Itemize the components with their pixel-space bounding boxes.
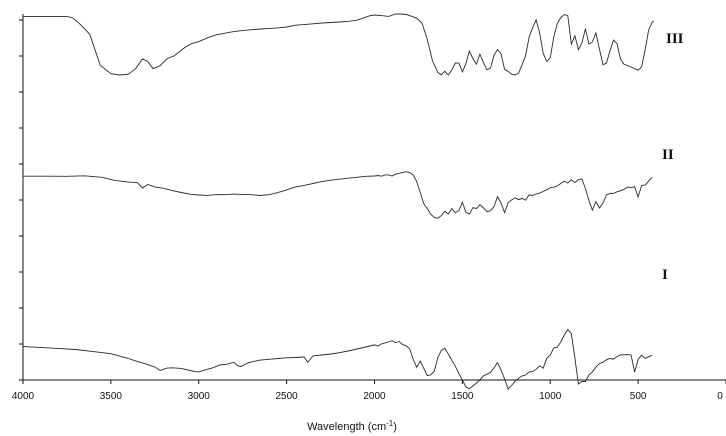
x-tick-label: 4000 (12, 391, 35, 402)
x-axis-title: Wavelength (cm-1) (307, 419, 397, 433)
series-line-iii (23, 13, 655, 76)
x-axis-title-main: Wavelength (cm (307, 421, 386, 433)
series-line-ii (23, 171, 653, 219)
x-tick-label: 1500 (451, 391, 474, 402)
y-axis-ticks (19, 19, 23, 381)
x-axis-title-superscript: -1 (386, 419, 394, 428)
x-axis-tick-labels: 4000 3500 3000 2500 2000 1500 1000 500 0 (12, 391, 723, 402)
series-lines (22, 13, 655, 390)
x-tick-label: 1000 (539, 391, 562, 402)
x-tick-label: 500 (630, 391, 647, 402)
series-label-i: I (662, 267, 668, 283)
x-tick-label: 2000 (363, 391, 386, 402)
x-tick-label: 3500 (100, 391, 123, 402)
x-axis-ticks (22, 380, 726, 384)
series-line-i (22, 328, 653, 390)
x-tick-label: 0 (717, 391, 723, 402)
x-tick-label: 3000 (188, 391, 211, 402)
series-label-iii: III (666, 31, 684, 47)
series-label-ii: II (662, 147, 674, 163)
x-tick-label: 2500 (276, 391, 299, 402)
x-axis-title-close: ) (393, 421, 397, 433)
